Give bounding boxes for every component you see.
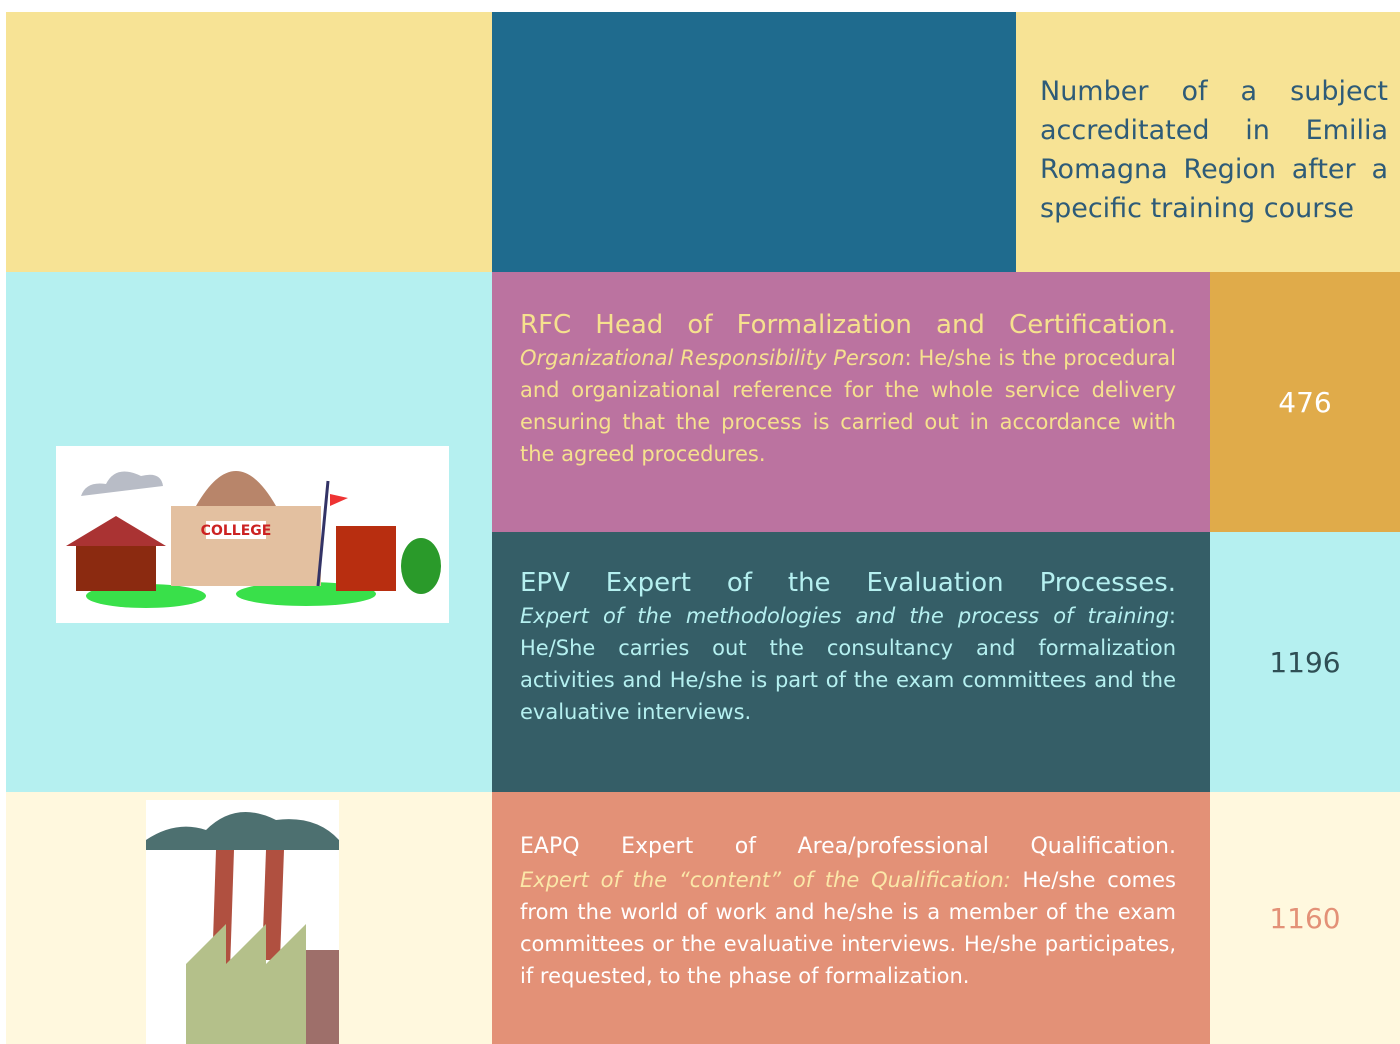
eapq-count-cell: 1160 [1210,792,1400,1044]
header-middle-cell [492,12,1016,272]
epv-cell: EPV Expert of the Evaluation Processes. … [492,532,1210,792]
rfc-count-cell: 476 [1210,272,1400,532]
row-title: EPV Expert of the Evaluation Processes. [520,568,1176,598]
row-description: He/she comes from the world of work and … [520,868,1176,988]
row-title: RFC Head of Formalization and Certificat… [520,310,1176,340]
row-role: Organizational Responsibility Person [520,346,905,370]
row-count: 1160 [1269,901,1341,935]
factory-image [146,800,339,1044]
row-count: 1196 [1269,645,1341,679]
header-left-cell [6,12,492,272]
header-right-cell: Number of a subject accreditated in Emil… [1016,12,1400,272]
eapq-cell: EAPQ Expert of Area/professional Qualifi… [492,792,1210,1044]
row-title: EAPQ Expert of Area/professional Qualifi… [520,834,1176,859]
column-label: Number of a subject accreditated in Emil… [1040,76,1388,224]
rfc-cell: RFC Head of Formalization and Certificat… [492,272,1210,532]
college-image: COLLEGE [56,446,449,623]
row-description: : He/she is the procedural and organizat… [520,346,1176,466]
image-cell: COLLEGE [6,272,492,792]
epv-count-cell: 1196 [1210,532,1400,792]
row-role: Expert of the “content” of the Qualifica… [520,868,1011,892]
row-count: 476 [1278,385,1332,419]
image-cell [6,792,492,1044]
college-sign: COLLEGE [201,523,272,539]
row-description: : He/She carries out the consultancy and… [520,604,1176,724]
row-role: Expert of the methodologies and the proc… [520,604,1169,628]
